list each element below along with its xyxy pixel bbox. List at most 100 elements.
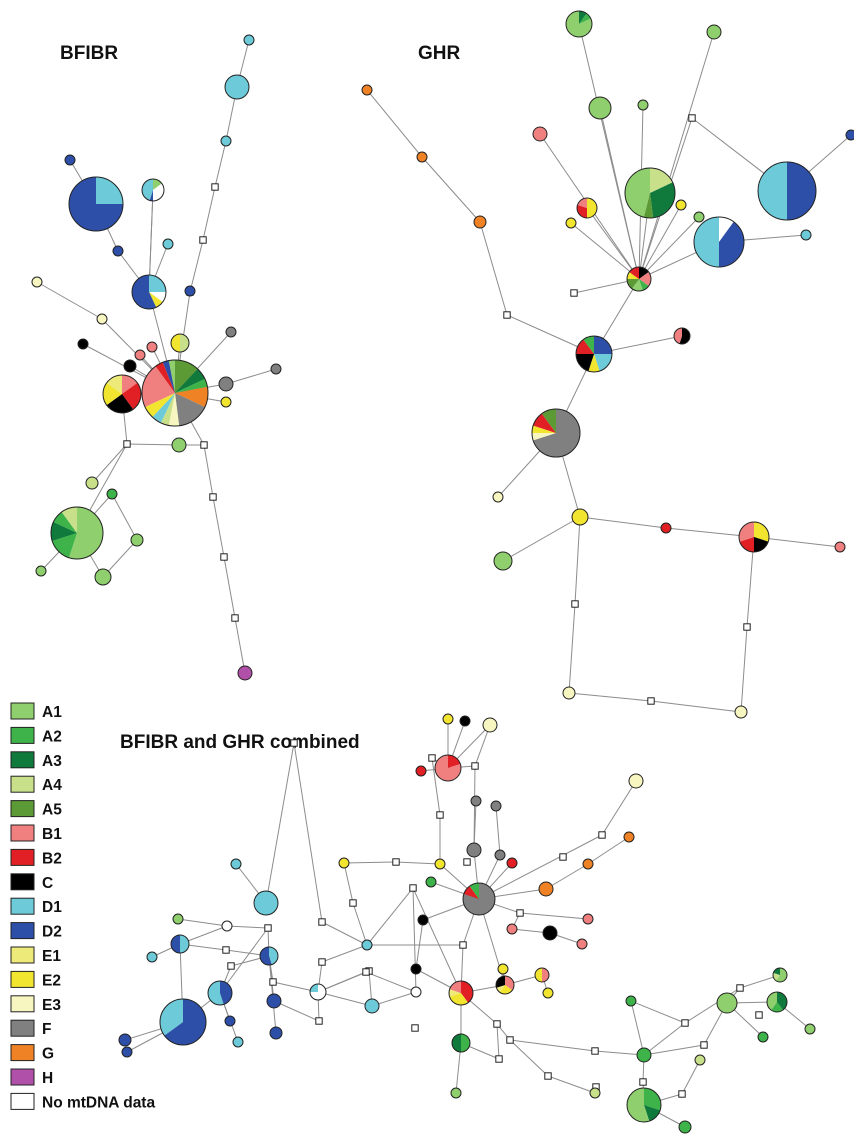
node-slice xyxy=(224,1015,236,1027)
node-slice xyxy=(180,935,189,953)
haplotype-node xyxy=(131,274,167,310)
haplotype-node xyxy=(706,24,722,40)
median-vector-node xyxy=(544,1072,552,1080)
legend-label-c: C xyxy=(42,875,53,892)
haplotype-node xyxy=(772,967,788,983)
haplotype-node xyxy=(269,1026,283,1040)
haplotype-node xyxy=(506,923,518,935)
median-vector-node xyxy=(506,1036,514,1044)
legend-label-b2: B2 xyxy=(42,850,62,867)
node-outline xyxy=(575,335,613,373)
network-edge xyxy=(219,927,269,994)
median-vector-node xyxy=(516,909,524,917)
node-slice xyxy=(532,126,548,142)
node-slice xyxy=(644,1088,661,1111)
node-outline xyxy=(757,161,817,221)
network-edge xyxy=(630,1000,645,1056)
network-edge xyxy=(496,1023,500,1060)
haplotype-node xyxy=(660,522,672,534)
node-slice xyxy=(627,271,639,279)
node-outline xyxy=(448,980,474,1006)
node-slice xyxy=(469,883,479,899)
network-edge xyxy=(415,919,424,970)
network-edge xyxy=(568,692,652,702)
median-vector-node xyxy=(571,600,579,608)
node-slice xyxy=(435,755,461,782)
node-outline xyxy=(170,333,190,353)
legend-label-a1: A1 xyxy=(42,704,62,721)
node-slice xyxy=(571,508,589,526)
node-slice xyxy=(266,993,282,1009)
legend-label-d2: D2 xyxy=(42,924,62,941)
node-slice xyxy=(628,773,644,789)
node-slice xyxy=(623,831,635,843)
network-edge xyxy=(545,863,589,890)
haplotype-node xyxy=(35,565,47,577)
node-slice xyxy=(243,34,255,46)
node-slice xyxy=(499,985,513,994)
node-slice xyxy=(51,521,77,542)
median-vector-node xyxy=(639,1078,647,1086)
node-slice xyxy=(141,179,153,201)
node-slice xyxy=(674,328,682,344)
legend-swatch-d2 xyxy=(10,922,35,940)
title-combined: BFIBR and GHR combined xyxy=(120,732,360,753)
node-slice xyxy=(96,313,108,325)
node-outline xyxy=(495,975,515,995)
legend-swatch-e3 xyxy=(10,995,35,1013)
node-slice xyxy=(625,168,650,218)
node-outline xyxy=(534,967,550,983)
haplotype-node xyxy=(693,216,745,268)
node-slice xyxy=(220,981,233,1005)
haplotype-node xyxy=(490,800,502,812)
haplotype-node xyxy=(64,154,76,166)
haplotype-node xyxy=(146,951,158,963)
node-outline xyxy=(626,1087,662,1123)
haplotype-node xyxy=(673,327,691,345)
haplotype-node xyxy=(497,963,509,975)
median-vector-node xyxy=(209,493,217,501)
network-edge xyxy=(431,757,441,816)
legend-label-e2: E2 xyxy=(42,972,61,989)
legend-swatch-no-mtdna-data xyxy=(10,1092,35,1110)
legend-swatch-a2 xyxy=(10,726,35,744)
node-slice xyxy=(175,393,205,426)
haplotype-node xyxy=(94,568,112,586)
haplotype-node xyxy=(218,376,234,392)
haplotype-node xyxy=(338,857,350,869)
median-vector-node xyxy=(493,1020,501,1028)
network-edge xyxy=(638,204,682,280)
title-bfibr: BFIBR xyxy=(60,43,118,64)
median-vector-node xyxy=(222,946,230,954)
node-slice xyxy=(118,1033,132,1047)
node-slice xyxy=(496,985,505,993)
haplotype-node xyxy=(171,437,187,453)
median-vector-node xyxy=(227,962,235,970)
network-edge xyxy=(189,239,204,293)
node-slice xyxy=(61,507,77,533)
haplotype-node xyxy=(757,1031,769,1043)
node-slice xyxy=(492,491,504,503)
node-slice xyxy=(589,1087,601,1099)
node-slice xyxy=(739,537,754,553)
haplotype-node xyxy=(417,914,429,926)
node-slice xyxy=(804,1023,816,1035)
network-edge xyxy=(317,970,370,993)
node-slice xyxy=(130,533,144,547)
node-slice xyxy=(643,193,654,218)
node-outline xyxy=(141,178,165,202)
haplotype-node xyxy=(237,665,253,681)
haplotype-node xyxy=(31,276,43,288)
node-slice xyxy=(694,1054,706,1066)
median-vector-node xyxy=(318,918,326,926)
node-slice xyxy=(69,177,123,231)
node-slice xyxy=(171,334,180,352)
node-slice xyxy=(415,765,427,777)
node-slice xyxy=(149,292,166,302)
node-slice xyxy=(230,858,242,870)
node-slice xyxy=(168,360,175,393)
node-slice xyxy=(218,376,234,392)
node-slice xyxy=(208,980,224,1005)
network-edge xyxy=(321,921,368,946)
